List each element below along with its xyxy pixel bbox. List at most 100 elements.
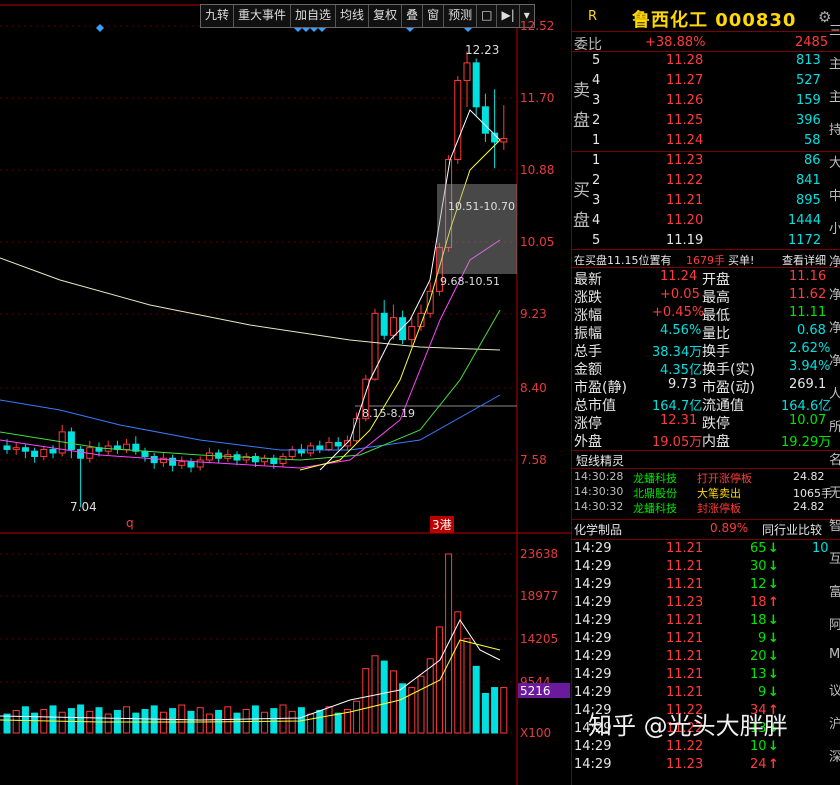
- stat-value: 0.68: [797, 323, 826, 338]
- tick-volume: 65: [750, 541, 767, 556]
- candle-body: [435, 246, 443, 292]
- range-label: 10.51-10.70: [448, 200, 515, 213]
- stat-value: +0.05: [660, 287, 700, 302]
- stat-value: 11.11: [789, 305, 827, 320]
- tick-time: 14:29: [574, 703, 612, 718]
- candle-body: [463, 62, 471, 81]
- watermark: 知乎 @光头大胖胖: [588, 712, 788, 740]
- overlay-button[interactable]: 叠: [402, 5, 424, 27]
- volume-bar: [288, 710, 296, 734]
- tick-volume: 9: [758, 631, 767, 646]
- side-label: 净: [829, 354, 840, 369]
- side-label: 沪: [829, 717, 840, 732]
- sell-price[interactable]: 11.26: [666, 93, 704, 108]
- buy-price[interactable]: 11.19: [666, 233, 704, 248]
- arrow-down-icon: ↓: [768, 541, 779, 556]
- ma-line: [0, 309, 501, 461]
- sell-price[interactable]: 11.28: [666, 53, 704, 68]
- side-label: 净: [829, 288, 840, 303]
- stat-value: 164.7亿: [652, 399, 703, 414]
- tick-volume: 13: [750, 721, 767, 736]
- add-watchlist-button[interactable]: 加自选: [291, 5, 337, 27]
- buy-price[interactable]: 11.23: [666, 153, 704, 168]
- short-time: 14:30:32: [574, 500, 624, 513]
- short-title[interactable]: 短线精灵: [576, 454, 625, 468]
- buy-label: 盘: [573, 211, 590, 231]
- short-stock[interactable]: 龙蟠科技: [633, 472, 677, 485]
- buy-label: 买: [573, 181, 590, 201]
- detail-link[interactable]: 查看详细: [782, 254, 826, 267]
- stat-label: 外盘: [574, 434, 602, 450]
- kline-chart[interactable]: [0, 0, 571, 785]
- window-button[interactable]: 窗: [423, 5, 445, 27]
- candle-body: [417, 312, 425, 327]
- industry-compare[interactable]: 同行业比较: [762, 523, 823, 537]
- tick-time: 14:29: [574, 739, 612, 754]
- tick-price: 11.22: [666, 721, 704, 736]
- tick-time: 14:29: [574, 631, 612, 646]
- forecast-button[interactable]: 预测: [444, 5, 478, 27]
- industry-pct: 0.89%: [710, 521, 749, 535]
- tick-price: 11.21: [666, 667, 704, 682]
- tick-time: 14:29: [574, 613, 612, 628]
- stock-name: 鲁西化工: [632, 10, 708, 31]
- tick-price: 11.21: [666, 631, 704, 646]
- candle-body: [132, 443, 140, 452]
- rzrq-badge: R: [588, 9, 598, 24]
- sell-price[interactable]: 11.27: [666, 73, 704, 88]
- stat-label: 涨停: [574, 416, 602, 432]
- divider: [571, 51, 840, 52]
- buy-price[interactable]: 11.21: [666, 193, 704, 208]
- stat-value: 2.62%: [789, 341, 831, 356]
- sell-label: 盘: [573, 111, 590, 131]
- order-qty: 1679手: [686, 254, 725, 267]
- selection-box[interactable]: [437, 184, 517, 274]
- event-marker[interactable]: 3港: [430, 516, 454, 533]
- gear-icon[interactable]: ⚙: [818, 8, 832, 26]
- tick-volume: 18: [750, 613, 767, 628]
- volume-bar: [408, 687, 416, 734]
- moving-average-button[interactable]: 均线: [336, 5, 370, 27]
- major-events-button[interactable]: 重大事件: [234, 5, 292, 27]
- event-marker[interactable]: q: [126, 516, 134, 530]
- volume-bar: [454, 611, 462, 734]
- side-label: 阿: [829, 618, 840, 633]
- volume-bar: [49, 705, 57, 734]
- buy-level: 4: [592, 213, 601, 228]
- stat-label: 市盈(动): [702, 380, 755, 396]
- sell-price[interactable]: 11.24: [666, 133, 704, 148]
- tick-volume: 20: [750, 649, 767, 664]
- side-label: 人: [829, 387, 840, 402]
- price-tick: 8.40: [520, 381, 547, 395]
- volume-ma-line: [0, 639, 501, 723]
- candle-body: [445, 159, 453, 248]
- buy-price[interactable]: 11.20: [666, 213, 704, 228]
- volume-bar: [21, 706, 29, 734]
- stock-title: 鲁西化工 000830: [632, 6, 796, 32]
- sell-price[interactable]: 11.25: [666, 113, 704, 128]
- dropdown-icon[interactable]: ▾: [523, 8, 530, 22]
- candle-body: [67, 431, 75, 450]
- jiuzhuan-button[interactable]: 九转: [201, 5, 235, 27]
- ma-line: [299, 139, 501, 471]
- volume-bar: [279, 704, 287, 734]
- short-stock[interactable]: 北鼎股份: [633, 487, 677, 500]
- volume-bar: [261, 711, 269, 734]
- lock-icon[interactable]: □: [477, 5, 498, 27]
- volume-highlight: [518, 683, 570, 698]
- order-side: 买单!: [728, 254, 755, 267]
- buy-price[interactable]: 11.22: [666, 173, 704, 188]
- weibi-value: 2485: [795, 35, 829, 50]
- short-stock[interactable]: 龙蟠科技: [633, 502, 677, 515]
- tick-price: 11.23: [666, 595, 704, 610]
- arrow-down-icon: ↓: [768, 631, 779, 646]
- stat-label: 振幅: [574, 326, 602, 342]
- adjust-price-button[interactable]: 复权: [369, 5, 403, 27]
- stat-value: 38.34万: [652, 345, 703, 360]
- jump-icon[interactable]: ▶|: [497, 5, 520, 27]
- candle-body: [178, 461, 186, 466]
- volume-bar: [463, 637, 471, 734]
- tick-time: 14:29: [574, 577, 612, 592]
- volume-bar: [343, 709, 351, 734]
- volume-ma-line: [0, 619, 501, 721]
